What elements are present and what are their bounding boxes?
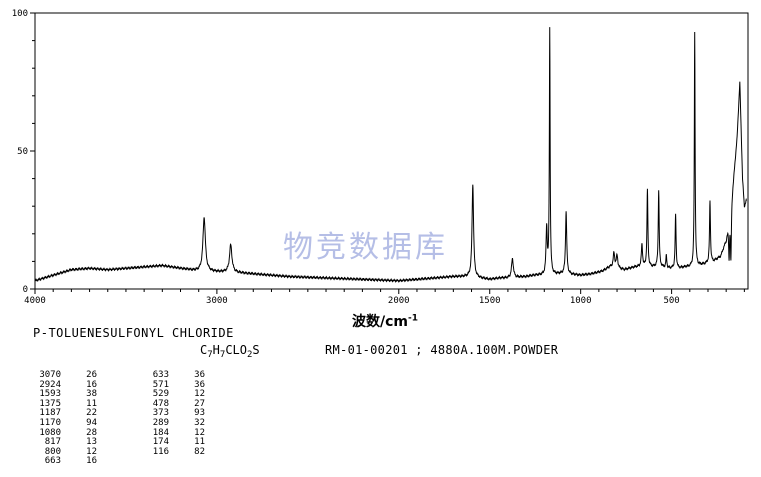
peak-wavenumber: 817 <box>44 437 61 448</box>
peak-intensity: 36 <box>194 379 205 390</box>
peak-wavenumber: 184 <box>152 427 169 438</box>
molecular-formula: C7H7CLO2S <box>200 344 260 360</box>
peak-wavenumber: 116 <box>152 446 169 457</box>
peak-intensity: 82 <box>194 446 205 457</box>
peak-intensity: 12 <box>86 446 97 457</box>
peak-wavenumber: 800 <box>44 446 61 457</box>
y-tick-label: 0 <box>23 285 28 295</box>
y-tick-label: 100 <box>12 9 28 19</box>
peak-intensity: 12 <box>194 389 205 400</box>
peak-row: 116 82 <box>141 446 205 458</box>
peak-intensity: 13 <box>86 437 97 448</box>
peak-wavenumber: 1187 <box>39 408 61 419</box>
spectrum-line <box>34 27 748 283</box>
formula-c-count: 7 <box>207 350 213 360</box>
peak-intensity: 93 <box>194 408 205 419</box>
compound-name: P-TOLUENESULFONYL CHLORIDE <box>33 326 234 340</box>
peak-row: 800 12 <box>33 446 97 458</box>
peak-intensity: 36 <box>194 370 205 380</box>
peak-row: 817 13 <box>33 438 97 448</box>
x-tick-label: 3000 <box>206 296 228 306</box>
peak-row: 1080 28 <box>33 427 97 439</box>
peak-intensity: 16 <box>86 379 97 390</box>
peak-row: 1375 11 <box>33 398 97 410</box>
peak-wavenumber: 289 <box>152 417 169 428</box>
peak-row: 289 32 <box>141 417 205 429</box>
x-axis-label: 波数/cm-1 <box>352 311 418 331</box>
x-tick-label: 500 <box>663 296 679 306</box>
formula-clo: CLO <box>225 343 247 357</box>
peak-wavenumber: 1080 <box>39 427 61 438</box>
chart-axes <box>30 12 749 294</box>
y-axis-ticks: 100 50 0 <box>12 9 28 295</box>
peak-row: 571 36 <box>141 379 205 391</box>
reference-info: RM-01-00201 ; 4880A.100M.POWDER <box>325 343 559 357</box>
x-tick-label: 1000 <box>570 296 592 306</box>
peak-wavenumber: 1593 <box>39 389 61 400</box>
peak-wavenumber: 663 <box>44 456 61 467</box>
x-tick-label: 1500 <box>479 296 501 306</box>
x-tick-label: 2000 <box>388 296 410 306</box>
peak-row: 3070 26 <box>33 370 97 381</box>
formula-h-count: 7 <box>219 350 226 360</box>
peak-wavenumber: 3070 <box>39 370 61 380</box>
formula-c: C <box>200 343 208 357</box>
peak-intensity: 26 <box>86 370 97 380</box>
formula-s: S <box>252 343 260 357</box>
x-axis-label-exponent: -1 <box>408 313 418 324</box>
x-tick-label: 4000 <box>24 296 46 306</box>
peak-wavenumber: 1375 <box>39 398 61 409</box>
peak-intensity: 12 <box>194 427 205 438</box>
formula-h: H <box>212 343 220 357</box>
peak-wavenumber: 174 <box>152 437 169 448</box>
peak-row: 1187 22 <box>33 409 97 419</box>
peak-row: 529 12 <box>141 390 205 400</box>
peak-intensity: 94 <box>86 417 97 428</box>
peak-row: 2924 16 <box>33 379 97 391</box>
peak-intensity: 22 <box>86 408 97 419</box>
peak-intensity: 38 <box>86 389 97 400</box>
watermark-text: 物竞数据库 <box>283 230 448 265</box>
peak-table-column-1: 3070 26 2924 16 1593 38 1375 11 1187 22 1170 94 1080… <box>33 370 97 467</box>
peak-wavenumber: 373 <box>152 408 169 419</box>
peak-intensity: 28 <box>86 427 97 438</box>
peak-wavenumber: 1170 <box>39 417 61 428</box>
peak-row: 663 16 <box>33 457 97 467</box>
peak-row: 478 27 <box>141 398 205 410</box>
peak-row: 633 36 <box>141 370 205 381</box>
peak-row: 184 12 <box>141 427 205 439</box>
peak-intensity: 11 <box>86 398 97 409</box>
peak-wavenumber: 571 <box>152 379 169 390</box>
peak-row: 1593 38 <box>33 390 97 400</box>
peak-wavenumber: 633 <box>152 370 169 380</box>
peak-wavenumber: 2924 <box>39 379 61 390</box>
formula-o-count: 2 <box>247 350 253 360</box>
x-axis-ticks: 4000 3000 2000 1500 1000 500 <box>24 296 680 306</box>
peak-row: 1170 94 <box>33 417 97 429</box>
peak-intensity: 11 <box>194 437 205 448</box>
peak-wavenumber: 478 <box>152 398 169 409</box>
peak-intensity: 16 <box>86 456 97 467</box>
peak-intensity: 32 <box>194 417 205 428</box>
y-tick-label: 50 <box>17 147 28 157</box>
peak-row: 373 93 <box>141 409 205 419</box>
peak-intensity: 27 <box>194 398 205 409</box>
peak-row: 174 11 <box>141 438 205 448</box>
peak-table-column-2: 633 36 571 36 529 12 478 27 373 93 289 32 184 12 174 11… <box>141 370 205 458</box>
x-axis-label-text: 波数/cm <box>352 314 408 330</box>
peak-wavenumber: 529 <box>152 389 169 400</box>
